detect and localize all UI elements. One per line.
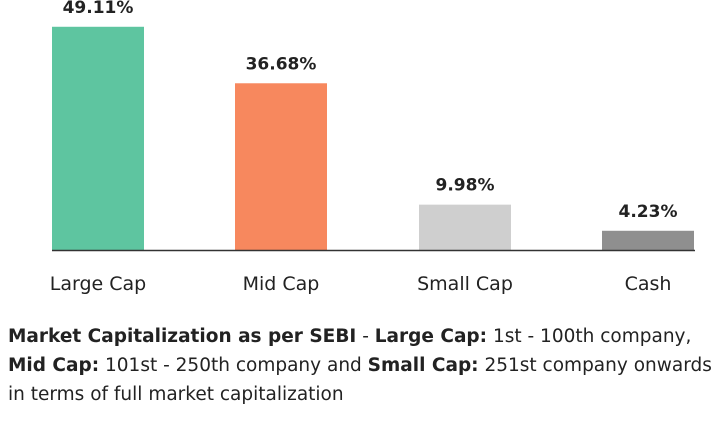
footnote: Market Capitalization as per SEBI - Larg… [8,322,713,409]
bars-group [52,26,694,250]
bar-cash [602,230,694,250]
category-label-cash: Cash [625,273,672,295]
category-labels-group: Large Cap Mid Cap Small Cap Cash [50,273,672,295]
value-label-large-cap: 49.11% [63,0,134,18]
footnote-large-cap-label: Large Cap: [374,326,488,347]
category-label-small-cap: Small Cap [417,273,513,295]
bar-large-cap [52,26,144,250]
bar-mid-cap [235,83,327,250]
footnote-mid-cap-text: 101st - 250th company and [99,355,368,376]
footnote-large-cap-text: 1st - 100th company, [487,326,692,347]
footnote-sep: - [356,326,375,347]
bar-chart: 49.11% 36.68% 9.98% 4.23% Large Cap Mid Cap S… [50,0,695,295]
footnote-small-cap-label: Small Cap: [367,355,479,376]
footnote-mid-cap-label: Mid Cap: [8,355,100,376]
bar-small-cap [419,204,511,250]
footnote-small-cap-text: 251st company onwards in terms of full m… [8,355,712,405]
value-label-cash: 4.23% [619,202,678,222]
category-label-large-cap: Large Cap [50,273,146,295]
footnote-lead: Market Capitalization as per SEBI [8,326,357,347]
category-label-mid-cap: Mid Cap [243,273,320,295]
value-label-small-cap: 9.98% [436,176,495,196]
value-label-mid-cap: 36.68% [246,54,317,74]
value-labels-group: 49.11% 36.68% 9.98% 4.23% [63,0,678,222]
